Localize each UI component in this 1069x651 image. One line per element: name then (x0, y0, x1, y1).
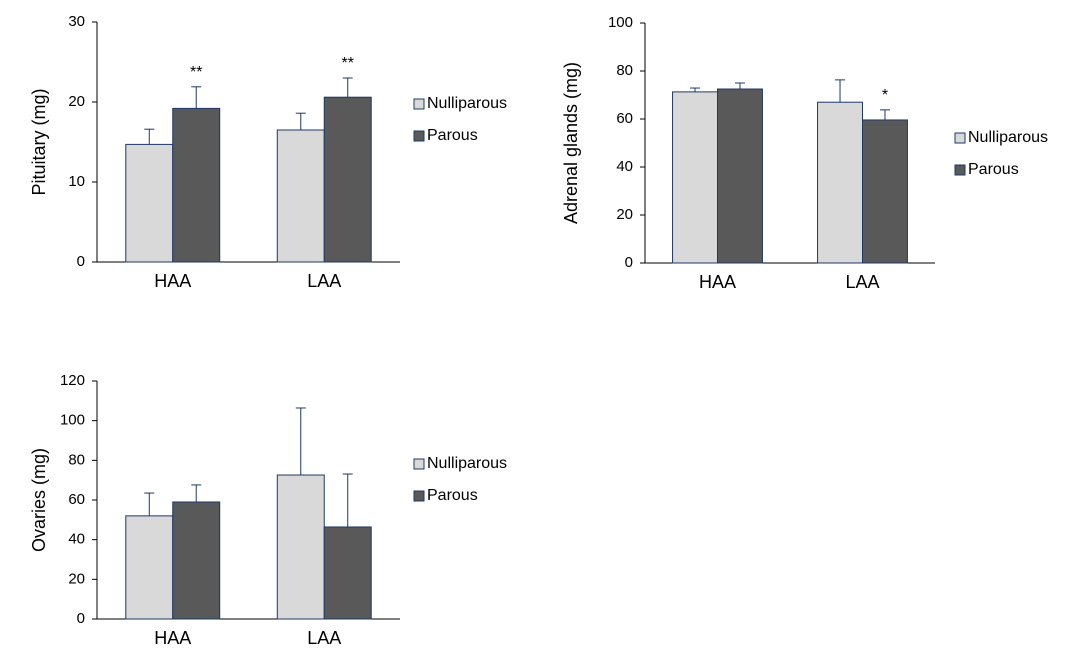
y-tick-label: 10 (68, 173, 85, 190)
y-tick-label: 100 (60, 412, 85, 429)
x-tick-label: HAA (699, 272, 736, 292)
y-tick-label: 60 (616, 110, 633, 127)
x-tick-label: LAA (845, 272, 879, 292)
y-axis-label: Pituitary (mg) (29, 88, 49, 195)
significance-label: * (882, 87, 888, 104)
y-tick-label: 80 (616, 62, 633, 79)
bar (172, 501, 221, 620)
y-tick-label: 20 (68, 93, 85, 110)
y-tick-label: 0 (77, 610, 85, 627)
bar (276, 129, 325, 263)
y-tick-label: 80 (68, 451, 85, 468)
bar (323, 96, 372, 263)
legend-label: Nulliparous (427, 455, 507, 472)
x-tick-label: HAA (154, 628, 191, 648)
bar (817, 101, 863, 264)
legend-label: Parous (427, 127, 478, 144)
legend-label: Nulliparous (968, 129, 1048, 146)
bar (172, 107, 221, 263)
legend-label: Parous (968, 161, 1019, 178)
y-tick-label: 30 (68, 13, 85, 30)
bar (125, 143, 174, 263)
x-tick-label: HAA (154, 271, 191, 291)
bar (672, 91, 718, 264)
y-tick-label: 20 (68, 570, 85, 587)
y-tick-label: 40 (68, 531, 85, 548)
legend-label: Parous (427, 487, 478, 504)
legend-label: Nulliparous (427, 95, 507, 112)
legend-swatch (413, 130, 425, 142)
bar (717, 88, 763, 264)
significance-label: ** (342, 55, 354, 72)
y-tick-label: 0 (625, 254, 633, 271)
bar (323, 526, 372, 620)
bar (276, 474, 325, 620)
legend-swatch (954, 132, 966, 144)
y-tick-label: 40 (616, 158, 633, 175)
legend-swatch (413, 98, 425, 110)
legend-swatch (954, 164, 966, 176)
bar (862, 119, 908, 264)
y-tick-label: 20 (616, 206, 633, 223)
y-axis-label: Ovaries (mg) (29, 448, 49, 552)
y-tick-label: 60 (68, 491, 85, 508)
significance-label: ** (190, 64, 202, 81)
x-tick-label: LAA (307, 271, 341, 291)
x-tick-label: LAA (307, 628, 341, 648)
y-tick-label: 100 (608, 14, 633, 31)
legend-swatch (413, 490, 425, 502)
y-tick-label: 0 (77, 253, 85, 270)
legend-swatch (413, 458, 425, 470)
y-axis-label: Adrenal glands (mg) (561, 62, 581, 224)
bar (125, 515, 174, 620)
y-tick-label: 120 (60, 372, 85, 389)
